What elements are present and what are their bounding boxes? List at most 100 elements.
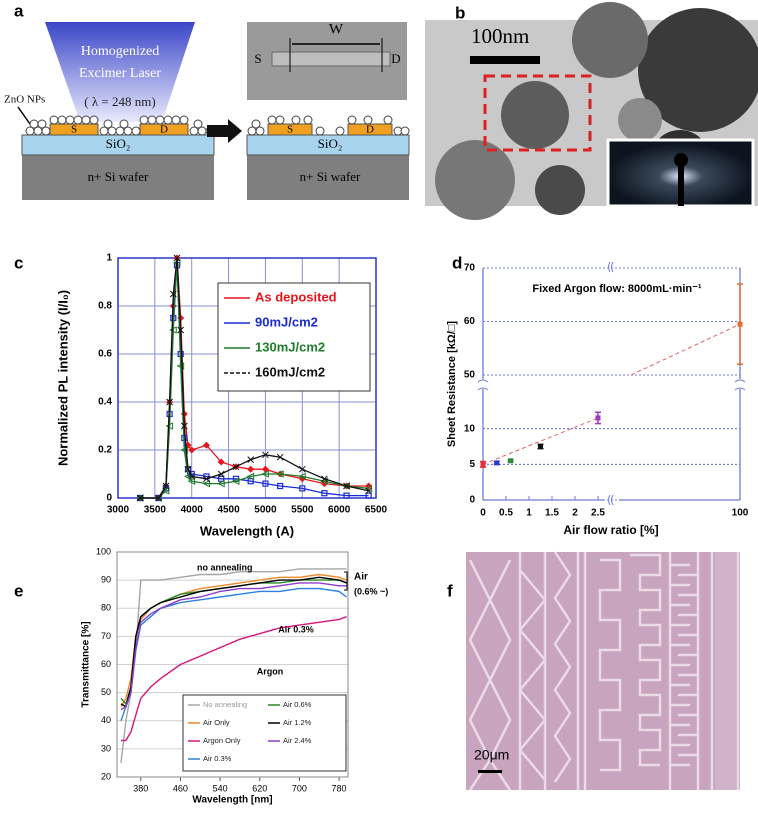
plot-frame	[116, 551, 349, 778]
x-tick-label: 0	[480, 508, 486, 519]
legend-box	[182, 694, 347, 772]
x-tick-label: 3500	[144, 505, 167, 516]
marker	[217, 479, 225, 488]
marker	[188, 446, 196, 454]
x-tick-label: 700	[292, 783, 307, 793]
y-tick-label: 0.4	[98, 397, 112, 408]
panel-label: e	[14, 581, 23, 600]
scale-bar	[478, 770, 502, 773]
data-point	[538, 444, 543, 449]
y-tick-label: 0.2	[98, 445, 112, 456]
x-tick-label: 780	[332, 783, 347, 793]
marker	[169, 290, 177, 298]
marker	[154, 494, 163, 502]
y-tick-label: 70	[464, 263, 476, 274]
marker	[247, 465, 255, 473]
data-point	[508, 458, 514, 464]
legend-label: As deposited	[255, 289, 337, 304]
axis-break	[611, 494, 614, 506]
marker	[247, 478, 254, 485]
annotation: (0.6% ~)	[354, 586, 388, 596]
legend-label: 160mJ/cm2	[255, 364, 325, 379]
marker	[184, 465, 192, 473]
marker	[180, 446, 188, 454]
marker	[180, 422, 188, 430]
y-tick-label: 0	[106, 493, 112, 504]
pad-label: S	[71, 124, 77, 136]
inset-label: D	[391, 51, 400, 66]
y-tick-label: 5	[469, 459, 475, 470]
series-line	[120, 576, 347, 708]
sio2-layer	[246, 134, 410, 156]
marker	[203, 475, 210, 483]
marker	[202, 441, 210, 449]
marker	[217, 470, 225, 478]
y-axis-label: Normalized PL intensity (I/I₀)	[55, 290, 70, 466]
marker	[165, 422, 174, 430]
legend-label: 130mJ/cm2	[255, 339, 325, 354]
nanoparticles	[247, 115, 410, 136]
x-tick-label: 0.5	[499, 508, 513, 519]
marker	[173, 254, 181, 262]
legend-label: Air 0.3%	[203, 754, 232, 763]
x-axis-label: Air flow ratio [%]	[563, 523, 658, 537]
scale-bar	[470, 56, 540, 64]
marker	[217, 458, 225, 466]
annotation: Air	[354, 572, 368, 583]
marker	[261, 465, 269, 473]
marker	[262, 480, 269, 487]
marker	[321, 475, 328, 483]
y-tick-label: 80	[101, 603, 111, 613]
marker	[187, 477, 196, 486]
inset-label: S	[254, 51, 261, 66]
plot-frame	[117, 257, 377, 499]
y-tick-label: 100	[96, 546, 111, 556]
series-line	[121, 616, 347, 742]
axis-break	[734, 387, 746, 391]
marker	[321, 490, 328, 497]
pad-label: D	[366, 124, 374, 136]
axis-break	[608, 261, 611, 273]
marker	[365, 492, 372, 499]
data-point	[595, 415, 601, 421]
x-axis-label: Wavelength [nm]	[192, 795, 272, 806]
y-tick-label: 90	[101, 575, 111, 585]
x-tick-label: 3000	[107, 505, 130, 516]
marker	[136, 494, 144, 502]
marker	[202, 479, 210, 488]
panel-label: a	[14, 1, 24, 20]
y-tick-label: 60	[464, 316, 476, 327]
marker	[298, 472, 306, 481]
x-tick-label: 1	[526, 508, 532, 519]
x-tick-label: 100	[732, 508, 749, 519]
y-tick-label: 10	[464, 423, 476, 434]
legend-label: 90mJ/cm2	[255, 314, 318, 329]
laser-text: ( λ = 248 nm)	[84, 94, 155, 109]
x-tick-label: 380	[133, 783, 148, 793]
legend-label: Air 0.6%	[283, 700, 312, 709]
marker	[277, 482, 284, 490]
trend-line	[482, 417, 599, 465]
layer-label: n+ Si wafer	[300, 169, 361, 184]
highlight-box	[483, 74, 592, 152]
trend-line	[630, 323, 741, 376]
annotation: Argon	[257, 666, 284, 676]
panel-label: f	[447, 581, 453, 600]
marker	[188, 473, 196, 480]
marker	[276, 453, 284, 461]
y-tick-label: 0.8	[98, 301, 112, 312]
marker	[169, 326, 177, 334]
layer-label: SiO₂	[106, 136, 131, 151]
marker	[162, 482, 170, 490]
marker	[161, 486, 170, 495]
bracket	[344, 571, 348, 591]
marker	[155, 494, 162, 502]
marker	[343, 492, 350, 499]
axis-break	[734, 379, 746, 383]
marker	[276, 470, 284, 478]
legend-label: Air 2.4%	[283, 736, 312, 745]
scale-label: 20μm	[474, 747, 509, 763]
axis-break	[477, 387, 489, 391]
panel-label: c	[14, 253, 23, 272]
y-tick-label: 1	[106, 253, 112, 264]
